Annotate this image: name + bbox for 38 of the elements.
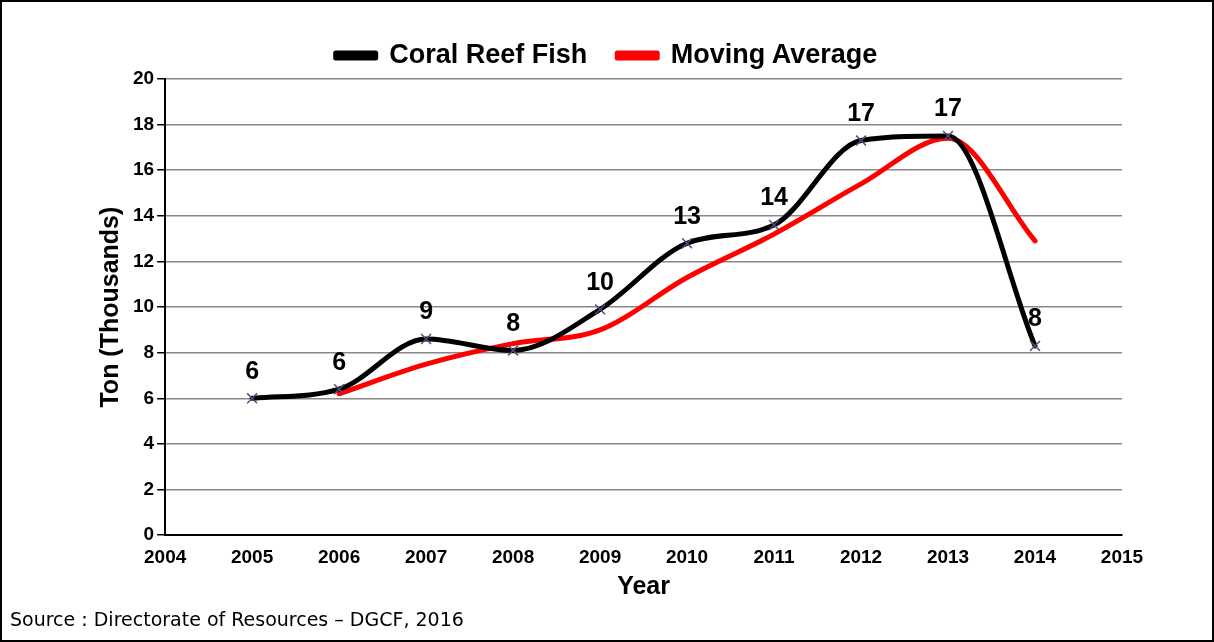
x-tick-label: 2004 bbox=[143, 545, 187, 567]
data-label: 14 bbox=[760, 182, 789, 211]
y-tick-label: 2 bbox=[143, 477, 155, 499]
y-tick-label: 6 bbox=[143, 386, 155, 408]
y-tick-label: 20 bbox=[132, 67, 155, 89]
x-tick-label: 2010 bbox=[665, 545, 709, 567]
x-tick-label: 2011 bbox=[753, 545, 796, 567]
y-tick-label: 10 bbox=[132, 295, 155, 317]
x-tick-label: 2006 bbox=[317, 545, 361, 567]
y-tick-label: 18 bbox=[132, 112, 155, 134]
data-label: 9 bbox=[419, 296, 434, 325]
x-tick-label: 2007 bbox=[404, 545, 448, 567]
x-axis-title: Year bbox=[617, 570, 671, 599]
y-axis-title: Ton (Thousands) bbox=[94, 206, 123, 408]
data-label: 17 bbox=[847, 97, 875, 126]
source-note: Source : Directorate of Resources – DGCF, 2016 bbox=[10, 608, 464, 630]
data-label: 8 bbox=[1028, 303, 1043, 332]
data-label: 6 bbox=[332, 346, 347, 375]
y-tick-label: 14 bbox=[132, 204, 155, 226]
y-tick-label: 16 bbox=[132, 158, 155, 180]
x-tick-label: 2012 bbox=[839, 545, 883, 567]
data-label: 17 bbox=[934, 93, 962, 122]
y-tick-label: 12 bbox=[132, 249, 155, 271]
y-tick-label: 8 bbox=[143, 340, 155, 362]
legend-label: Coral Reef Fish bbox=[389, 38, 588, 69]
x-tick-label: 2014 bbox=[1013, 545, 1057, 567]
x-tick-label: 2005 bbox=[230, 545, 274, 567]
data-label: 8 bbox=[506, 307, 521, 336]
data-label: 10 bbox=[586, 266, 614, 295]
x-tick-label: 2013 bbox=[926, 545, 970, 567]
x-tick-label: 2015 bbox=[1100, 545, 1144, 567]
data-label: 6 bbox=[245, 355, 260, 384]
data-label: 13 bbox=[673, 200, 701, 229]
y-tick-label: 0 bbox=[143, 523, 155, 545]
x-tick-label: 2008 bbox=[491, 545, 535, 567]
y-tick-label: 4 bbox=[143, 432, 155, 454]
legend-label: Moving Average bbox=[670, 38, 878, 69]
x-tick-label: 2009 bbox=[578, 545, 622, 567]
